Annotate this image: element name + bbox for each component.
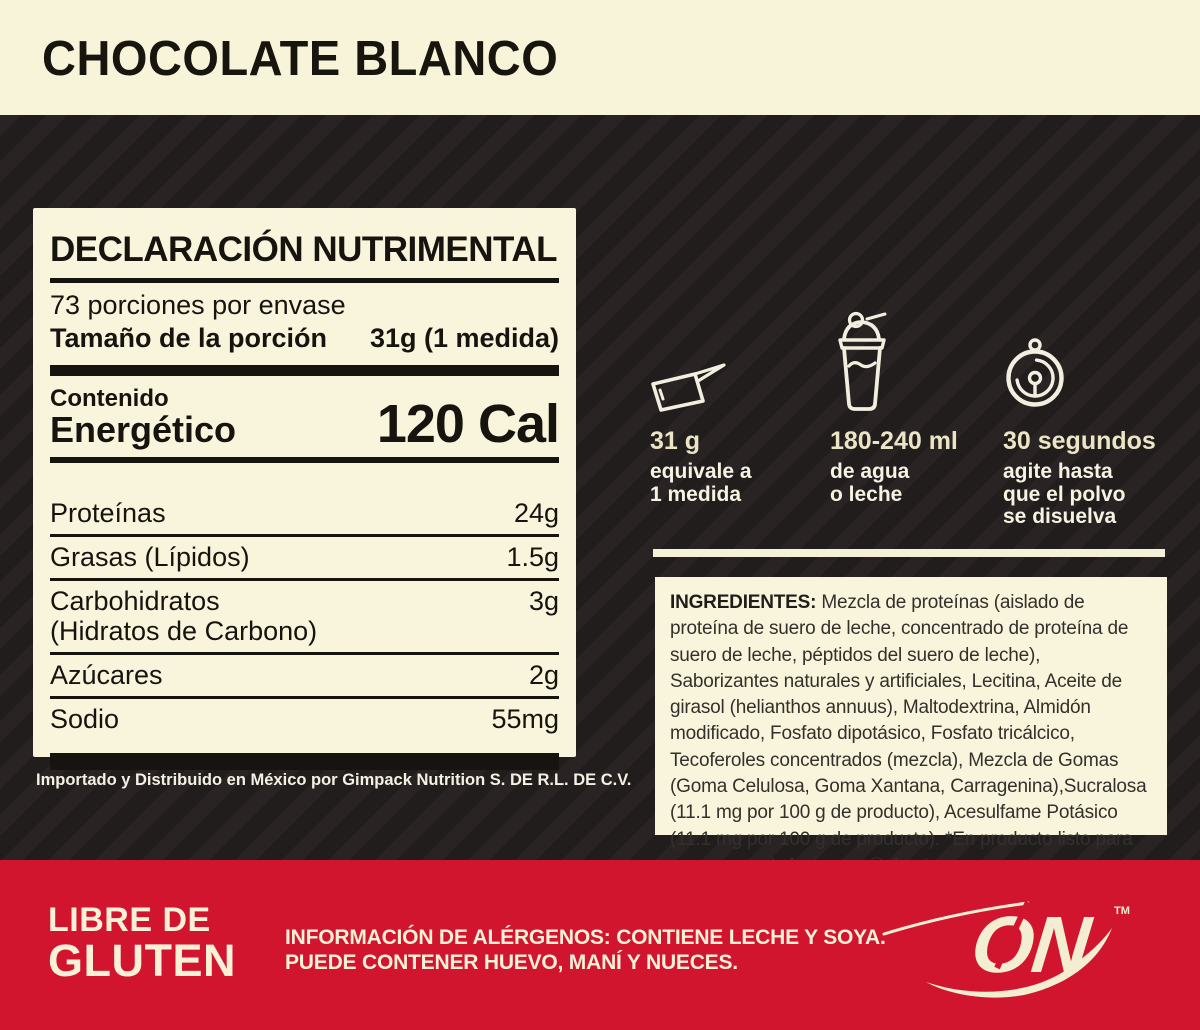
- nutrient-label: Sodio: [50, 704, 120, 734]
- logo-o-slash: [994, 900, 1031, 970]
- trademark-mark: TM: [1114, 905, 1130, 917]
- row-separator: [50, 578, 559, 581]
- table-row: Grasas (Lípidos) 1.5g: [50, 537, 559, 578]
- instruction-scoop: 31 g equivale a 1 medida: [650, 310, 830, 529]
- bottom-bar: [50, 753, 559, 770]
- timer-icon: [1006, 338, 1064, 407]
- row-separator: [50, 652, 559, 655]
- nutrient-label: Proteínas: [50, 498, 166, 528]
- flavor-title: CHOCOLATE BLANCO: [42, 29, 559, 86]
- nutrient-label: Carbohidratos (Hidratos de Carbono): [50, 586, 318, 646]
- nutrient-value: 24g: [513, 498, 559, 528]
- energy-rule: [50, 457, 559, 463]
- serving-size-row: Tamaño de la porción 31g (1 medida): [50, 323, 559, 353]
- table-row: Sodio 55mg: [50, 699, 559, 740]
- allergen-info: INFORMACIÓN DE ALÉRGENOS: CONTIENE LECHE…: [285, 926, 886, 974]
- ingredients-text: INGREDIENTES: Mezcla de proteínas (aisla…: [670, 592, 1147, 876]
- instruction-headline: 180-240 ml: [830, 427, 958, 455]
- on-brand-logo: ON TM: [878, 888, 1148, 1008]
- gluten-free-badge: LIBRE DE GLUTEN: [48, 901, 236, 986]
- instruction-timer: 30 segundos agite hasta que el polvo se …: [1003, 310, 1178, 529]
- table-row: Proteínas 24g: [50, 493, 559, 534]
- ingredients-box: INGREDIENTES: Mezcla de proteínas (aisla…: [655, 577, 1167, 876]
- section-divider: [653, 549, 1165, 557]
- nutrient-value: 2g: [528, 660, 559, 690]
- brand-wordmark: ON: [967, 899, 1096, 989]
- row-separator: [50, 534, 559, 537]
- energy-label: Contenido Energético: [50, 385, 237, 450]
- scoop-icon: [651, 363, 726, 412]
- nutrient-value: 3g: [528, 586, 559, 616]
- nutrient-value: 55mg: [491, 704, 559, 734]
- panel-title: DECLARACIÓN NUTRIMENTAL: [50, 230, 557, 269]
- serving-size-label: Tamaño de la porción: [50, 323, 328, 353]
- table-row: Azúcares 2g: [50, 655, 559, 696]
- energy-row: Contenido Energético 120 Cal: [50, 376, 560, 457]
- table-row: Carbohidratos (Hidratos de Carbono) 3g: [50, 581, 559, 652]
- instruction-headline: 31 g: [650, 427, 701, 455]
- servings-per-container: 73 porciones por envase: [50, 290, 346, 320]
- shaker-icon: [838, 311, 887, 411]
- logo-swoosh-thin: [882, 901, 1030, 936]
- thick-divider: [50, 365, 559, 376]
- nutrient-label: Grasas (Lípidos): [50, 542, 250, 572]
- serving-size-value: 31g (1 medida): [369, 323, 559, 353]
- nutrient-rows: Proteínas 24g Grasas (Lípidos) 1.5g Carb…: [50, 493, 559, 740]
- row-separator: [50, 696, 559, 699]
- nutrient-label: Azúcares: [50, 660, 163, 690]
- ingredients-label: INGREDIENTES:: [670, 592, 817, 613]
- nutrition-facts-panel: DECLARACIÓN NUTRIMENTAL 73 porciones por…: [33, 208, 576, 770]
- flavor-banner: CHOCOLATE BLANCO: [0, 0, 1200, 115]
- footer-band: LIBRE DE GLUTEN INFORMACIÓN DE ALÉRGENOS…: [0, 860, 1200, 1030]
- usage-instructions: 31 g equivale a 1 medida: [650, 310, 1178, 529]
- instruction-shaker: 180-240 ml de agua o leche: [830, 310, 1003, 529]
- label-body: DECLARACIÓN NUTRIMENTAL 73 porciones por…: [0, 115, 1200, 876]
- nutrient-value: 1.5g: [506, 542, 559, 572]
- header-rule: [50, 278, 559, 283]
- importer-note: Importado y Distribuido en México por Gi…: [36, 771, 632, 789]
- instruction-headline: 30 segundos: [1003, 427, 1156, 455]
- energy-value: 120 Cal: [376, 394, 560, 454]
